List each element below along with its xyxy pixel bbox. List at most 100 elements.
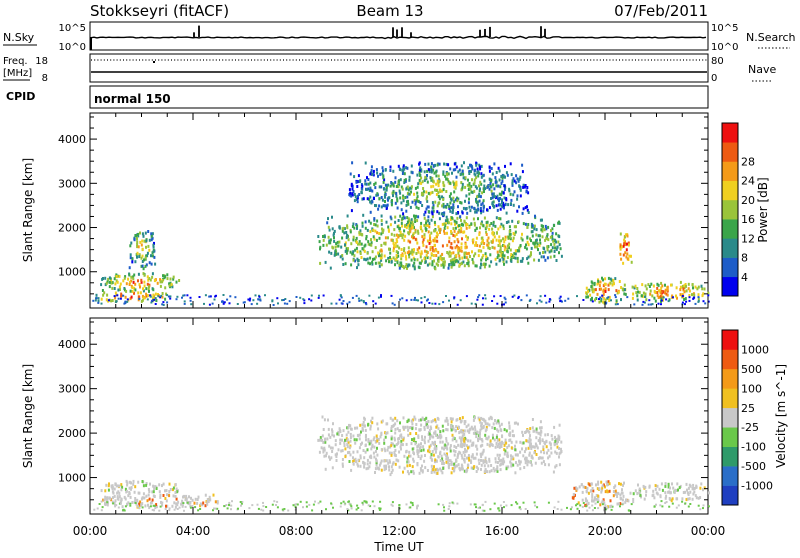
data-cell (400, 443, 403, 447)
data-cell (363, 257, 366, 261)
data-cell (118, 274, 121, 278)
data-cell (624, 243, 627, 247)
data-cell (432, 184, 435, 188)
data-cell (556, 441, 558, 445)
data-cell (427, 219, 430, 223)
ground-scatter-cell (566, 506, 568, 509)
colorbar-tick-label: -500 (741, 460, 766, 473)
data-cell (380, 222, 383, 226)
ground-scatter-cell (641, 303, 644, 306)
ground-scatter-cell (355, 508, 358, 511)
data-cell (481, 452, 484, 456)
data-cell (396, 233, 398, 237)
data-cell (372, 172, 375, 176)
ground-scatter-cell (203, 302, 205, 305)
data-cell (587, 491, 590, 495)
data-cell (420, 423, 423, 427)
data-cell (434, 244, 436, 247)
data-cell (384, 183, 387, 187)
data-cell (380, 219, 383, 222)
data-cell (463, 460, 466, 464)
ground-scatter-cell (159, 505, 162, 508)
data-cell (358, 231, 361, 235)
data-cell (445, 457, 448, 461)
data-cell (341, 449, 344, 453)
data-cell (400, 435, 403, 439)
ground-scatter-cell (609, 505, 612, 508)
data-cell (405, 263, 408, 267)
data-cell (384, 195, 386, 199)
data-cell (404, 223, 407, 227)
data-cell (127, 494, 130, 498)
data-cell (111, 281, 114, 285)
ground-scatter-cell (303, 299, 306, 302)
ground-scatter-cell (633, 303, 636, 306)
data-cell (474, 243, 477, 247)
data-cell (429, 425, 432, 429)
data-cell (521, 170, 524, 174)
data-cell (136, 251, 139, 255)
ground-scatter-cell (559, 295, 562, 298)
ground-scatter-cell (482, 297, 484, 300)
ground-scatter-cell (248, 507, 251, 510)
data-cell (636, 298, 639, 302)
ground-scatter-cell (484, 294, 487, 297)
data-cell (451, 433, 454, 437)
data-cell (454, 222, 456, 226)
ground-scatter-cell (499, 295, 502, 297)
data-cell (427, 439, 430, 443)
data-cell (460, 419, 463, 423)
data-cell (105, 281, 108, 285)
data-cell (474, 185, 477, 189)
ground-scatter-cell (149, 505, 152, 508)
ground-scatter-cell (539, 295, 542, 298)
data-cell (481, 240, 484, 244)
data-cell (456, 196, 458, 200)
data-cell (440, 454, 443, 458)
ground-scatter-cell (681, 500, 684, 503)
ground-scatter-cell (350, 505, 353, 508)
data-cell (601, 499, 604, 503)
data-cell (429, 236, 432, 240)
data-cell (168, 284, 171, 288)
data-cell (113, 501, 116, 505)
data-cell (117, 490, 120, 494)
data-cell (509, 454, 512, 458)
data-cell (166, 273, 169, 277)
data-cell (383, 438, 386, 442)
data-cell (374, 229, 377, 233)
data-cell (460, 438, 463, 442)
data-cell (468, 445, 471, 449)
ground-scatter-cell (694, 302, 697, 305)
data-cell (448, 263, 450, 267)
data-cell (493, 162, 496, 166)
ground-scatter-cell (588, 506, 591, 509)
data-cell (405, 166, 408, 170)
data-cell (540, 224, 543, 228)
data-cell (365, 258, 367, 262)
ground-scatter-cell (357, 507, 360, 509)
data-cell (352, 238, 355, 242)
data-cell (437, 256, 440, 260)
ground-scatter-cell (409, 506, 412, 509)
data-cell (347, 451, 349, 455)
ground-scatter-cell (391, 501, 394, 504)
data-cell (421, 438, 424, 441)
data-cell (139, 291, 142, 295)
data-cell (144, 231, 147, 235)
ground-scatter-cell (248, 299, 251, 302)
data-cell (580, 483, 583, 487)
data-cell (458, 466, 461, 470)
data-cell (466, 463, 469, 467)
data-cell (347, 441, 350, 445)
data-cell (401, 443, 404, 447)
data-cell (432, 204, 435, 208)
data-cell (555, 259, 558, 262)
ground-scatter-cell (119, 502, 122, 505)
data-cell (125, 489, 128, 493)
data-cell (348, 188, 351, 192)
data-cell (417, 215, 420, 219)
data-cell (394, 257, 397, 261)
data-cell (145, 287, 148, 291)
ground-scatter-cell (262, 505, 265, 508)
